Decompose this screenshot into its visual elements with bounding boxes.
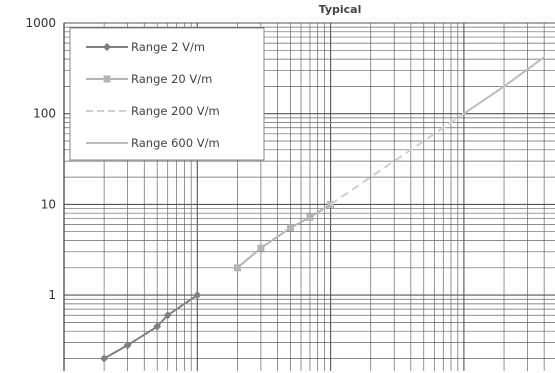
series-line-4: [463, 56, 545, 115]
series-line-3: [330, 112, 465, 206]
legend-label-4: Range 600 V/m: [131, 136, 220, 150]
data-point: [153, 322, 162, 331]
legend: Range 2 V/m Range 20 V/m Range 200 V/m Rang…: [69, 27, 265, 161]
y-tick-label: 1: [48, 288, 56, 302]
legend-label-1: Range 2 V/m: [131, 40, 205, 54]
legend-marker: [103, 75, 111, 83]
y-tick-label: 10: [41, 197, 56, 211]
legend-label-2: Range 20 V/m: [131, 72, 212, 86]
data-point: [123, 341, 132, 350]
legend-label-3: Range 200 V/m: [131, 104, 220, 118]
data-point: [233, 264, 241, 272]
chart-title: Typical: [319, 3, 362, 16]
series-layer: [100, 56, 545, 363]
data-point: [100, 354, 109, 363]
data-point: [193, 291, 202, 300]
legend-marker: [103, 43, 111, 51]
data-point: [163, 311, 172, 320]
y-tick-label: 100: [33, 107, 56, 121]
y-tick-label: 1000: [25, 16, 56, 30]
data-point: [306, 213, 314, 221]
axes: 1000 100 10 1: [25, 16, 65, 371]
data-point: [257, 244, 265, 252]
data-point: [286, 224, 294, 232]
legend-box: [69, 27, 265, 161]
